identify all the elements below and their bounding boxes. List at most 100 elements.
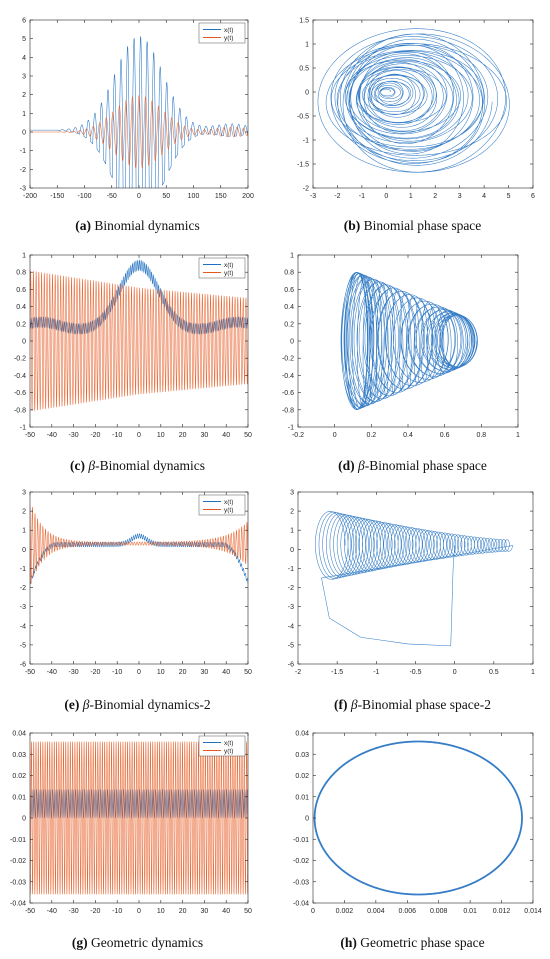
x-tick-label: 0 — [311, 908, 315, 915]
x-tick-label: 0 — [137, 432, 141, 439]
y-tick-label: -0.02 — [10, 858, 26, 865]
y-tick-label: -0.03 — [293, 879, 309, 886]
caption-c: (c) β-Binomial dynamics — [70, 458, 205, 473]
y-tick-label: 2 — [290, 509, 294, 516]
plot-area — [340, 271, 478, 411]
plot-area — [30, 36, 248, 188]
x-tick-label: 50 — [244, 432, 252, 439]
legend: x(t)y(t) — [198, 735, 246, 757]
x-tick-label: 20 — [179, 908, 187, 915]
caption-e: (e) β-Binomial dynamics-2 — [64, 697, 211, 712]
y-tick-label: -5 — [288, 642, 294, 649]
y-tick-label: 0.02 — [12, 773, 26, 780]
y-tick-label: 0.02 — [295, 773, 309, 780]
x-tick-label: 0.008 — [430, 908, 448, 915]
y-tick-label: 0.03 — [12, 752, 26, 759]
x-tick-label: 30 — [201, 669, 209, 676]
series-xt — [30, 533, 248, 584]
series-trajectory — [313, 740, 523, 896]
caption-h: (h) Geometric phase space — [340, 935, 485, 950]
y-tick-label: 3 — [22, 74, 26, 81]
chart-panel-e: -50 -40 -30 -20 -10 0 10 20 30 40 50-6-5-4-3-2-101… — [20, 490, 252, 677]
x-tick-label: -1.5 — [331, 669, 343, 676]
x-tick-label: 5 — [507, 193, 511, 200]
x-tick-label: 0.4 — [403, 432, 413, 439]
x-tick-label: -40 — [47, 669, 57, 676]
legend: x(t)y(t) — [198, 257, 246, 279]
y-tick-label: 0.01 — [12, 794, 26, 801]
x-tick-label: 200 — [242, 193, 254, 200]
x-tick-label: -30 — [69, 669, 79, 676]
y-tick-label: -0.2 — [14, 356, 26, 363]
y-tick-label: -0.01 — [293, 837, 309, 844]
y-tick-label: 0.4 — [16, 304, 26, 311]
x-tick-label: 0.004 — [367, 908, 385, 915]
y-tick-label: -0.8 — [282, 407, 294, 414]
axes-frame — [29, 491, 249, 665]
x-tick-label: -10 — [112, 908, 122, 915]
x-tick-label: 3 — [458, 193, 462, 200]
x-tick-label: -30 — [69, 908, 79, 915]
series-yt — [30, 270, 248, 412]
y-tick-label: 0.8 — [16, 270, 26, 277]
x-tick-label: -50 — [107, 193, 117, 200]
y-tick-label: 0.04 — [12, 731, 26, 738]
y-tick-label: -6 — [288, 662, 294, 669]
y-tick-label: 0.01 — [295, 794, 309, 801]
y-tick-label: 1 — [22, 528, 26, 535]
x-tick-label: 100 — [188, 193, 200, 200]
x-tick-label: 0.6 — [440, 432, 450, 439]
y-tick-label: 0.5 — [299, 66, 309, 73]
series-yt — [30, 94, 248, 169]
y-tick-label: 0.6 — [284, 287, 294, 294]
legend-label: x(t) — [224, 27, 233, 34]
x-tick-label: 40 — [222, 432, 230, 439]
y-tick-label: -1 — [20, 566, 26, 573]
x-tick-label: -50 — [25, 669, 35, 676]
x-tick-label: -40 — [47, 432, 57, 439]
y-tick-label: 0 — [290, 547, 294, 554]
series-trajectory — [340, 271, 478, 411]
y-tick-label: 0.4 — [284, 304, 294, 311]
legend-label: x(t) — [224, 499, 233, 506]
y-tick-label: 0 — [22, 339, 26, 346]
x-tick-label: -100 — [77, 193, 91, 200]
y-tick-label: 5 — [22, 36, 26, 43]
x-tick-label: -10 — [112, 432, 122, 439]
y-tick-label: -0.8 — [14, 407, 26, 414]
y-tick-label: -4 — [20, 623, 26, 630]
x-tick-label: -40 — [47, 908, 57, 915]
x-tick-label: 1 — [516, 432, 520, 439]
x-tick-label: -2 — [295, 669, 301, 676]
legend-box — [198, 257, 246, 279]
legend-label: y(t) — [224, 748, 233, 755]
plot-area — [30, 505, 248, 584]
y-tick-label: 3 — [22, 490, 26, 497]
x-tick-label: 20 — [179, 432, 187, 439]
caption-f: (f) β-Binomial phase space-2 — [333, 697, 492, 712]
x-tick-label: 0.014 — [524, 908, 542, 915]
legend-label: y(t) — [224, 507, 233, 514]
y-tick-label: 1 — [290, 528, 294, 535]
x-tick-label: -200 — [23, 193, 37, 200]
legend-label: x(t) — [224, 262, 233, 269]
y-tick-label: 0 — [22, 130, 26, 137]
x-tick-label: 0.5 — [489, 669, 499, 676]
y-tick-label: -0.6 — [282, 390, 294, 397]
x-tick-label: -30 — [69, 432, 79, 439]
x-tick-label: -0.2 — [292, 432, 304, 439]
x-tick-label: 0 — [137, 669, 141, 676]
x-tick-label: 0.8 — [476, 432, 486, 439]
y-tick-label: 0.04 — [295, 731, 309, 738]
x-tick-label: 1 — [531, 669, 535, 676]
legend-box — [198, 22, 246, 44]
y-tick-label: 0 — [305, 816, 309, 823]
y-tick-label: 6 — [22, 18, 26, 25]
x-tick-label: 4 — [482, 193, 486, 200]
y-tick-label: -0.02 — [293, 858, 309, 865]
y-tick-label: -1 — [20, 425, 26, 432]
series-yt — [30, 505, 248, 584]
x-tick-label: -0.5 — [409, 669, 421, 676]
legend-label: y(t) — [224, 35, 233, 42]
y-tick-label: 4 — [22, 55, 26, 62]
